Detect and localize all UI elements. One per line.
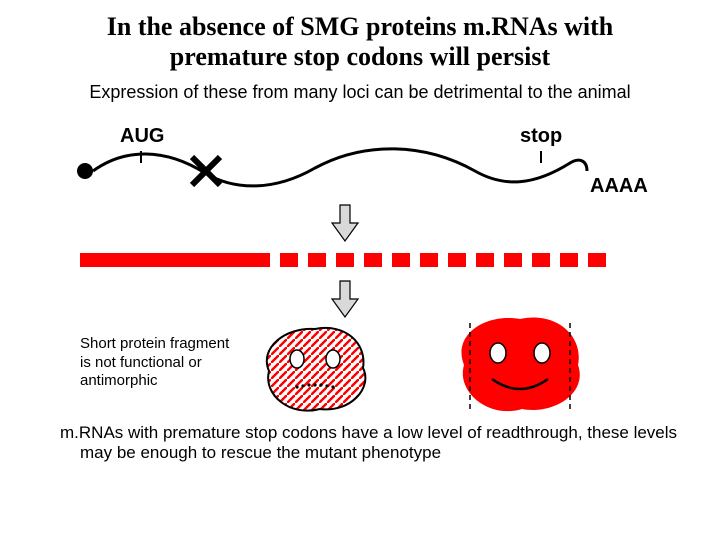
x-mark-icon — [188, 153, 224, 189]
down-arrow-icon — [330, 279, 360, 319]
stop-tick — [540, 151, 542, 163]
bottom-caption: m.RNAs with premature stop codons have a… — [20, 423, 720, 463]
page-subtitle: Expression of these from many loci can b… — [0, 78, 720, 103]
protein-bar-dashed — [280, 253, 620, 267]
functional-protein-icon — [450, 313, 590, 423]
aug-label: AUG — [120, 125, 164, 148]
protein-bar-solid — [80, 253, 270, 267]
fragment-caption: Short protein fragment is not functional… — [80, 335, 260, 391]
diagram-area: AUG stop AAAA Short protein fragment is … — [0, 103, 720, 423]
fragment-line3: antimorphic — [80, 372, 158, 389]
fragment-line1: Short protein fragment — [80, 335, 229, 352]
down-arrow-icon — [330, 203, 360, 243]
nonfunctional-protein-icon — [255, 323, 375, 423]
polya-label: AAAA — [590, 175, 648, 198]
mrna-curve — [75, 143, 635, 203]
aug-tick — [140, 151, 142, 163]
fragment-line2: is not functional or — [80, 354, 202, 371]
stop-label: stop — [520, 125, 562, 148]
page-title: In the absence of SMG proteins m.RNAs wi… — [0, 0, 720, 78]
